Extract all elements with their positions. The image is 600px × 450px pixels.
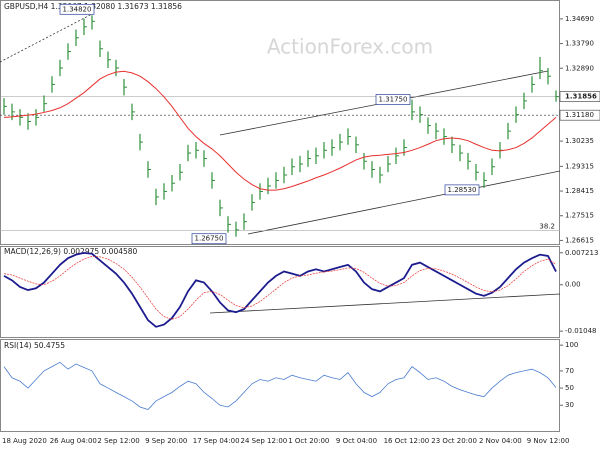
x-tick-label: 1 Oct 20:00 (288, 437, 329, 445)
level-box (559, 109, 600, 121)
x-tick-label: 9 Nov 12:00 (527, 437, 570, 445)
x-tick-label: 18 Aug 2020 (2, 437, 47, 445)
y-tick-label: 1.34690 (565, 15, 594, 23)
y-tick-label: 0.007213 (565, 249, 598, 257)
annotation-box (59, 3, 95, 15)
annotation-label: 1.28530 (448, 186, 477, 194)
y-tick-label: 1.29315 (565, 162, 594, 170)
watermark: ActionForex.com (267, 35, 433, 59)
annotation-box (191, 233, 227, 245)
x-tick-label: 16 Oct 12:00 (384, 437, 430, 445)
x-tick-label: 2 Sep 12:00 (97, 437, 139, 445)
y-tick-label: 1.33790 (565, 40, 594, 48)
trend-line (0, 13, 93, 63)
y-tick-label: 30 (565, 401, 574, 409)
rsi-title: RSI(14) 50.4755 (4, 341, 65, 350)
annotation-box (444, 184, 480, 196)
annotation-label: 1.26750 (195, 235, 224, 243)
x-tick-label: 26 Aug 04:00 (50, 437, 97, 445)
annotation-label: 1.34820 (63, 5, 92, 13)
indicator-line (3, 256, 557, 320)
last-price-box (559, 91, 600, 102)
x-tick-label: 9 Oct 04:00 (336, 437, 377, 445)
y-tick-label: 50 (565, 384, 574, 392)
channel-lower (247, 170, 561, 235)
rsi-panel (0, 339, 560, 432)
annotation-box (375, 94, 411, 105)
fib-label: 38.2 (539, 223, 555, 231)
y-tick-label: 70 (565, 367, 574, 375)
y-tick-label: 1.30235 (565, 137, 594, 145)
x-tick-label: 23 Oct 20:00 (431, 437, 477, 445)
y-tick-label: 1.27515 (565, 212, 594, 220)
level-label: 1.31180 (565, 111, 594, 119)
y-tick-label: -0.01048 (565, 327, 596, 335)
y-tick-label: 0.00 (565, 281, 581, 289)
x-tick-label: 24 Sep 12:00 (241, 437, 288, 445)
indicator-line (3, 361, 557, 410)
y-tick-label: 1.32890 (565, 64, 594, 72)
y-tick-label: 1.28415 (565, 187, 594, 195)
macd-trend-line (209, 293, 561, 314)
indicator-line (3, 251, 557, 328)
moving-average (3, 70, 557, 191)
y-tick-label: 1.26615 (565, 236, 594, 244)
last-price-label: 1.31856 (565, 93, 597, 101)
x-tick-label: 2 Nov 04:00 (479, 437, 522, 445)
annotation-label: 1.31750 (379, 96, 408, 104)
macd-title: MACD(12,26,9) 0.002975 0.004580 (4, 247, 138, 256)
y-tick-label: 100 (565, 341, 578, 349)
x-tick-label: 9 Sep 20:00 (145, 437, 187, 445)
x-tick-label: 17 Sep 04:00 (193, 437, 240, 445)
price-panel (0, 0, 560, 245)
macd-panel (0, 246, 560, 338)
